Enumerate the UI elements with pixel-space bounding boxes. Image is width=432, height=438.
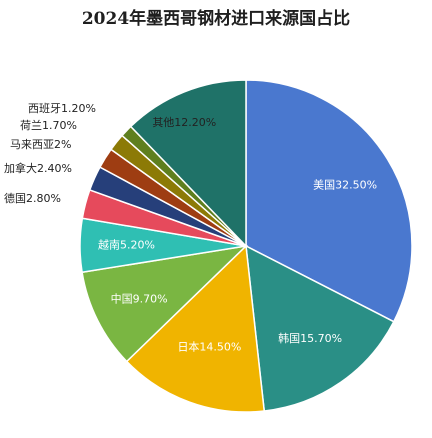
slice-label-3: 中国9.70% xyxy=(111,292,168,305)
slice-label-2: 日本14.50% xyxy=(177,340,241,354)
slice-label-10: 其他12.20% xyxy=(152,116,216,129)
pie-slice-0 xyxy=(245,79,413,323)
slice-label-8: 荷兰1.70% xyxy=(20,119,77,132)
pie-slice-10 xyxy=(129,79,247,248)
slice-label-9: 西班牙1.20% xyxy=(28,102,96,115)
pie-slice-3 xyxy=(81,244,249,363)
slice-label-1: 韩国15.70% xyxy=(278,331,342,345)
slice-label-0: 美国32.50% xyxy=(313,178,377,191)
slice-label-7: 马来西亚2% xyxy=(10,138,71,151)
pie-slice-1 xyxy=(245,244,395,412)
slice-label-6: 加拿大2.40% xyxy=(4,161,72,175)
chart-title: 2024年墨西哥钢材进口来源国占比 xyxy=(81,9,351,29)
slice-label-4: 越南5.20% xyxy=(98,237,155,251)
pie-slice-2 xyxy=(125,244,266,413)
slice-label-5: 德国2.80% xyxy=(4,191,61,205)
